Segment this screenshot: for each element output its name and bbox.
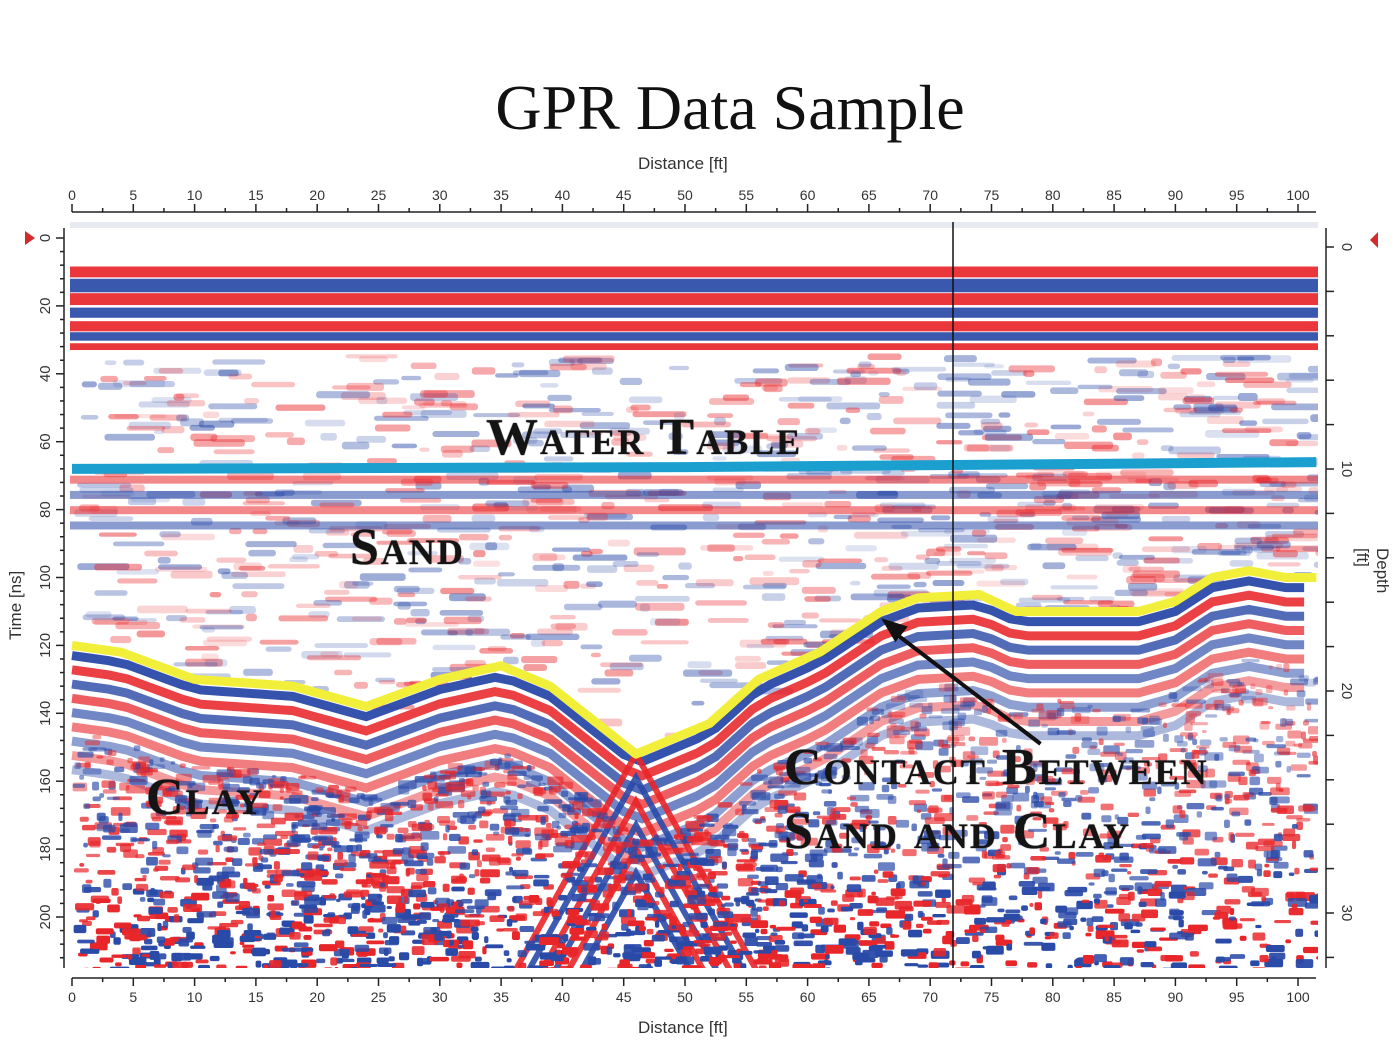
time-zero-marker-icon	[25, 231, 35, 245]
svg-text:60: 60	[37, 433, 54, 450]
chart-title: GPR Data Sample	[495, 72, 965, 143]
svg-text:80: 80	[1045, 187, 1061, 203]
svg-text:65: 65	[861, 187, 877, 203]
svg-text:20: 20	[309, 989, 325, 1005]
svg-text:0: 0	[68, 989, 76, 1005]
water-table-line	[71, 457, 1317, 474]
svg-text:5: 5	[129, 989, 137, 1005]
svg-text:85: 85	[1106, 989, 1122, 1005]
svg-text:70: 70	[922, 187, 938, 203]
svg-text:0: 0	[37, 234, 54, 242]
svg-text:50: 50	[677, 989, 693, 1005]
svg-text:30: 30	[1338, 905, 1355, 922]
axes: 0 5 10 15 20 25 30 35 40 45 50 55 60 65 70 75 80 85 90 95 10…	[37, 187, 1355, 1005]
svg-text:80: 80	[37, 501, 54, 518]
svg-text:25: 25	[371, 187, 387, 203]
depth-zero-marker-icon	[1370, 232, 1378, 248]
svg-text:80: 80	[1045, 989, 1061, 1005]
radar-reflections	[70, 266, 1318, 968]
svg-text:75: 75	[984, 989, 1000, 1005]
svg-text:200: 200	[37, 904, 54, 929]
svg-text:10: 10	[187, 989, 203, 1005]
svg-text:35: 35	[493, 989, 509, 1005]
svg-text:60: 60	[800, 187, 816, 203]
svg-text:160: 160	[37, 769, 54, 794]
svg-text:10: 10	[1338, 461, 1355, 478]
svg-text:60: 60	[800, 989, 816, 1005]
svg-text:15: 15	[248, 989, 264, 1005]
svg-text:50: 50	[677, 187, 693, 203]
svg-text:0: 0	[1338, 243, 1355, 251]
annotation-sand: Sand	[350, 519, 465, 576]
svg-text:55: 55	[739, 989, 755, 1005]
svg-text:95: 95	[1229, 989, 1245, 1005]
annotation-clay: Clay	[146, 769, 265, 826]
svg-text:45: 45	[616, 187, 632, 203]
annotation-water-table: Water Table	[486, 409, 803, 466]
svg-text:95: 95	[1229, 187, 1245, 203]
svg-text:100: 100	[1286, 989, 1310, 1005]
svg-text:70: 70	[922, 989, 938, 1005]
contact-between-sand-and-clay-line	[71, 566, 1317, 759]
svg-text:20: 20	[309, 187, 325, 203]
svg-text:40: 40	[555, 187, 571, 203]
svg-text:20: 20	[37, 298, 54, 315]
svg-text:30: 30	[432, 989, 448, 1005]
svg-text:55: 55	[739, 187, 755, 203]
svg-text:140: 140	[37, 701, 54, 726]
svg-text:65: 65	[861, 989, 877, 1005]
svg-text:180: 180	[37, 837, 54, 862]
svg-text:30: 30	[432, 187, 448, 203]
svg-text:40: 40	[37, 365, 54, 382]
svg-text:85: 85	[1106, 187, 1122, 203]
svg-text:100: 100	[37, 565, 54, 590]
svg-text:45: 45	[616, 989, 632, 1005]
svg-text:5: 5	[129, 187, 137, 203]
svg-text:0: 0	[68, 187, 76, 203]
contact-arrow-icon	[881, 618, 1042, 746]
svg-text:10: 10	[187, 187, 203, 203]
svg-text:35: 35	[493, 187, 509, 203]
svg-text:90: 90	[1168, 989, 1184, 1005]
svg-text:15: 15	[248, 187, 264, 203]
x-axis-label-top: Distance [ft]	[638, 154, 728, 173]
axis-markers	[25, 231, 1378, 248]
annotation-contact-line1: Contact Between	[784, 739, 1209, 796]
x-axis-label-bottom: Distance [ft]	[638, 1018, 728, 1037]
svg-text:20: 20	[1338, 683, 1355, 700]
annotation-contact-line2: Sand and Clay	[784, 803, 1132, 860]
svg-text:120: 120	[37, 633, 54, 658]
svg-text:100: 100	[1286, 187, 1310, 203]
svg-text:90: 90	[1168, 187, 1184, 203]
svg-text:75: 75	[984, 187, 1000, 203]
svg-text:40: 40	[555, 989, 571, 1005]
interpretation-lines	[71, 457, 1317, 759]
svg-text:25: 25	[371, 989, 387, 1005]
